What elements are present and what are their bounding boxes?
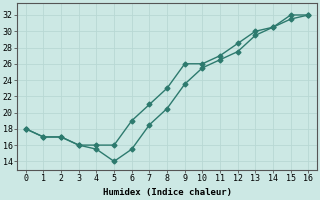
X-axis label: Humidex (Indice chaleur): Humidex (Indice chaleur) [103, 188, 232, 197]
